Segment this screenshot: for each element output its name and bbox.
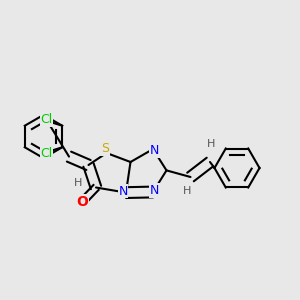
Text: S: S [101,142,109,155]
Text: Cl: Cl [40,147,52,160]
Text: O: O [76,195,88,208]
Text: H: H [74,178,82,188]
Text: N: N [118,184,128,198]
Text: N: N [150,184,159,197]
Text: H: H [183,185,192,196]
Text: N: N [150,144,159,157]
Text: Cl: Cl [40,113,52,126]
Text: H: H [207,139,216,149]
